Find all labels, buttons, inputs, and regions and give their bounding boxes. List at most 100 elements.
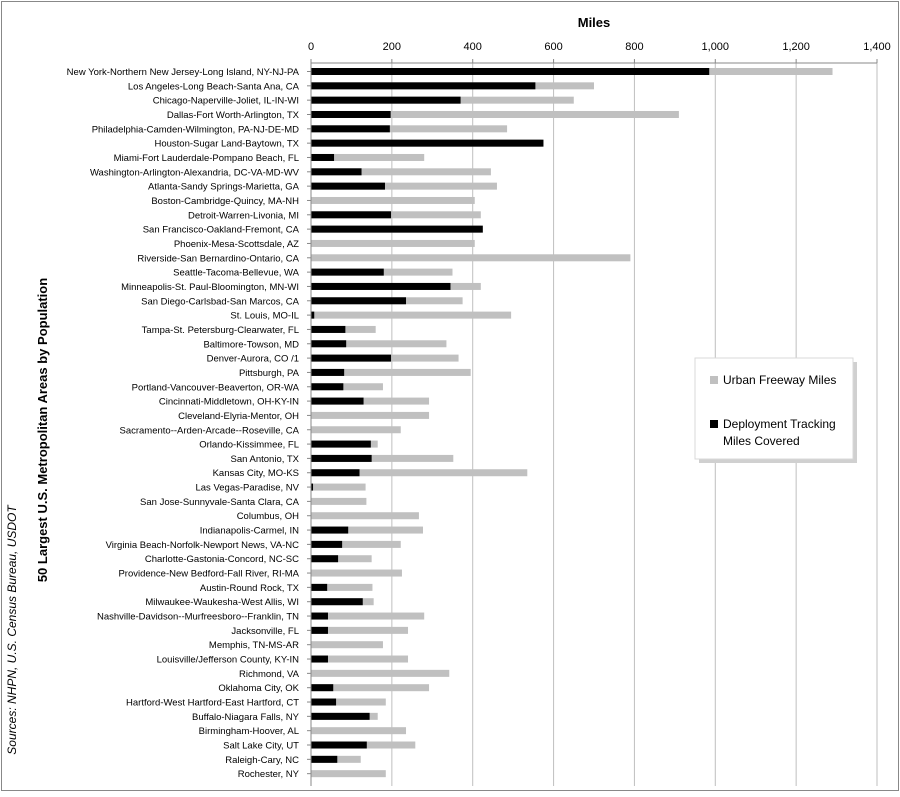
x-tick-label: 1,200 bbox=[782, 41, 810, 53]
bar-deployment-tracking-miles bbox=[311, 540, 343, 548]
bar-deployment-tracking-miles bbox=[311, 483, 314, 491]
bar-deployment-tracking-miles bbox=[311, 82, 536, 90]
bar-deployment-tracking-miles bbox=[311, 598, 363, 606]
legend-label-deployment-line2: Miles Covered bbox=[723, 434, 800, 448]
category-label: Birmingham-Hoover, AL bbox=[199, 726, 299, 737]
category-label: Providence-New Bedford-Fall River, RI-MA bbox=[118, 569, 299, 580]
bar-urban-freeway-miles bbox=[311, 182, 497, 190]
bar-deployment-tracking-miles bbox=[311, 354, 392, 362]
category-label: New York-Northern New Jersey-Long Island… bbox=[67, 67, 300, 78]
category-label: Las Vegas-Paradise, NV bbox=[195, 483, 299, 494]
bar-deployment-tracking-miles bbox=[311, 168, 362, 176]
legend: Urban Freeway Miles Deployment Tracking … bbox=[694, 357, 857, 463]
bar-deployment-tracking-miles bbox=[311, 311, 315, 319]
legend-swatch-deployment bbox=[710, 420, 718, 428]
bar-urban-freeway-miles bbox=[311, 211, 481, 219]
category-label: Chicago-Naperville-Joliet, IL-IN-WI bbox=[153, 96, 299, 107]
category-label: Charlotte-Gastonia-Concord, NC-SC bbox=[145, 554, 299, 565]
bar-urban-freeway-miles bbox=[311, 526, 423, 534]
category-label: Cleveland-Elyria-Mentor, OH bbox=[178, 411, 299, 422]
category-label: Salt Lake City, UT bbox=[223, 741, 299, 752]
bar-urban-freeway-miles bbox=[311, 340, 447, 348]
bar-deployment-tracking-miles bbox=[311, 68, 710, 75]
bar-urban-freeway-miles bbox=[311, 196, 475, 204]
bar-urban-freeway-miles bbox=[311, 110, 679, 118]
bar-deployment-tracking-miles bbox=[311, 526, 349, 534]
x-tick-label: 400 bbox=[464, 41, 482, 53]
bar-urban-freeway-miles bbox=[311, 555, 372, 563]
x-tick-label: 800 bbox=[625, 41, 643, 53]
category-label: Dallas-Fort Worth-Arlington, TX bbox=[167, 110, 300, 121]
category-label: Louisville/Jefferson County, KY-IN bbox=[157, 655, 300, 666]
category-label: Portland-Vancouver-Beaverton, OR-WA bbox=[132, 382, 300, 393]
category-label: Sacramento--Arden-Arcade--Roseville, CA bbox=[119, 425, 299, 436]
bar-urban-freeway-miles bbox=[311, 411, 430, 419]
bar-urban-freeway-miles bbox=[311, 153, 425, 161]
bar-urban-freeway-miles bbox=[311, 368, 471, 376]
bar-deployment-tracking-miles bbox=[311, 684, 334, 692]
bar-deployment-tracking-miles bbox=[311, 297, 407, 305]
bars bbox=[311, 68, 833, 778]
bar-deployment-tracking-miles bbox=[311, 110, 391, 118]
category-label: Milwaukee-Waukesha-West Allis, WI bbox=[145, 597, 299, 608]
bar-urban-freeway-miles bbox=[311, 497, 367, 505]
category-label: Phoenix-Mesa-Scottsdale, AZ bbox=[174, 239, 299, 250]
x-tick-label: 1,400 bbox=[863, 41, 891, 53]
bar-urban-freeway-miles bbox=[311, 397, 430, 405]
x-axis-title: Miles bbox=[578, 15, 611, 30]
bar-deployment-tracking-miles bbox=[311, 125, 390, 133]
category-label: Los Angeles-Long Beach-Santa Ana, CA bbox=[128, 81, 300, 92]
category-label: Cincinnati-Middletown, OH-KY-IN bbox=[159, 397, 299, 408]
category-label: San Diego-Carlsbad-San Marcos, CA bbox=[141, 296, 300, 307]
sources-note: Sources: NHPN, U.S. Census Bureau, USDOT bbox=[5, 504, 19, 755]
category-label: Buffalo-Niagara Falls, NY bbox=[192, 712, 300, 723]
category-label: Columbus, OH bbox=[237, 511, 299, 522]
category-label: Richmond, VA bbox=[239, 669, 300, 680]
bar-urban-freeway-miles bbox=[311, 311, 512, 319]
bar-urban-freeway-miles bbox=[311, 469, 528, 477]
category-label: Baltimore-Towson, MD bbox=[203, 339, 299, 350]
bar-deployment-tracking-miles bbox=[311, 469, 360, 477]
category-label: Indianapolis-Carmel, IN bbox=[200, 526, 299, 537]
category-label: Rochester, NY bbox=[238, 769, 300, 780]
bar-deployment-tracking-miles bbox=[311, 755, 338, 763]
category-label: Orlando-Kissimmee, FL bbox=[199, 440, 299, 451]
bar-urban-freeway-miles bbox=[311, 512, 419, 520]
category-label: Kansas City, MO-KS bbox=[213, 468, 299, 479]
bar-urban-freeway-miles bbox=[311, 426, 401, 434]
category-label: Pittsburgh, PA bbox=[239, 368, 300, 379]
bar-deployment-tracking-miles bbox=[311, 612, 328, 620]
category-label: Hartford-West Hartford-East Hartford, CT bbox=[126, 698, 299, 709]
bar-deployment-tracking-miles bbox=[311, 268, 384, 276]
bar-deployment-tracking-miles bbox=[311, 340, 347, 348]
bar-deployment-tracking-miles bbox=[311, 282, 451, 290]
bar-urban-freeway-miles bbox=[311, 655, 409, 663]
category-label: Houston-Sugar Land-Baytown, TX bbox=[154, 139, 299, 150]
legend-swatch-urban bbox=[710, 376, 718, 384]
category-label: Jacksonville, FL bbox=[231, 626, 299, 637]
category-label: Denver-Aurora, CO /1 bbox=[207, 354, 299, 365]
legend-label-deployment: Deployment Tracking Miles Covered bbox=[723, 417, 839, 448]
category-label: San Francisco-Oakland-Fremont, CA bbox=[143, 225, 300, 236]
bar-deployment-tracking-miles bbox=[311, 440, 371, 448]
bar-deployment-tracking-miles bbox=[311, 397, 364, 405]
category-label: Memphis, TN-MS-AR bbox=[209, 640, 299, 651]
category-label: Detroit-Warren-Livonia, MI bbox=[188, 210, 299, 221]
axes: 0 200 400 600 800 1,000 1,200 1,400 bbox=[307, 41, 891, 786]
category-label: Miami-Fort Lauderdale-Pompano Beach, FL bbox=[114, 153, 299, 164]
bar-deployment-tracking-miles bbox=[311, 96, 461, 104]
bar-deployment-tracking-miles bbox=[311, 383, 344, 391]
bar-urban-freeway-miles bbox=[311, 254, 631, 262]
bar-deployment-tracking-miles bbox=[311, 182, 385, 190]
category-label: Atlanta-Sandy Springs-Marietta, GA bbox=[148, 182, 300, 193]
x-tick-label: 200 bbox=[383, 41, 401, 53]
bar-deployment-tracking-miles bbox=[311, 583, 328, 591]
category-label: Seattle-Tacoma-Bellevue, WA bbox=[173, 268, 300, 279]
bar-urban-freeway-miles bbox=[311, 684, 430, 692]
bar-deployment-tracking-miles bbox=[311, 139, 544, 147]
category-label: Nashville-Davidson--Murfreesboro--Frankl… bbox=[97, 612, 299, 623]
category-label: Austin-Round Rock, TX bbox=[200, 583, 300, 594]
category-label: San Antonio, TX bbox=[231, 454, 300, 465]
